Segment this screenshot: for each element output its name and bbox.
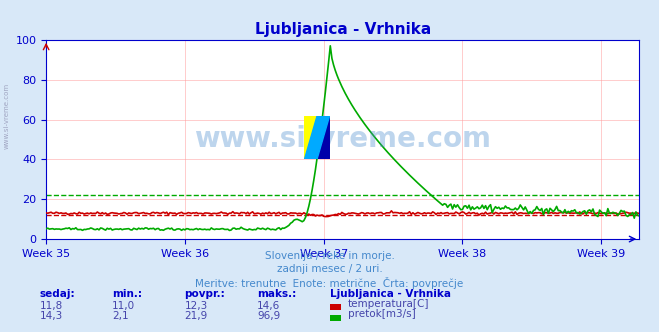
Title: Ljubljanica - Vrhnika: Ljubljanica - Vrhnika [254, 22, 431, 37]
Text: 2,1: 2,1 [112, 311, 129, 321]
Text: povpr.:: povpr.: [185, 289, 225, 299]
Text: temperatura[C]: temperatura[C] [348, 299, 430, 309]
Text: 11,8: 11,8 [40, 301, 63, 311]
Text: 21,9: 21,9 [185, 311, 208, 321]
Text: 14,3: 14,3 [40, 311, 63, 321]
Text: 96,9: 96,9 [257, 311, 280, 321]
Polygon shape [304, 116, 330, 159]
Bar [304, 116, 317, 159]
Text: Ljubljanica - Vrhnika: Ljubljanica - Vrhnika [330, 289, 451, 299]
Text: min.:: min.: [112, 289, 142, 299]
Text: 11,0: 11,0 [112, 301, 135, 311]
Bar [317, 116, 330, 159]
Text: www.si-vreme.com: www.si-vreme.com [194, 125, 491, 153]
Text: Slovenija / reke in morje.: Slovenija / reke in morje. [264, 251, 395, 261]
Text: 14,6: 14,6 [257, 301, 280, 311]
Text: maks.:: maks.: [257, 289, 297, 299]
Text: 12,3: 12,3 [185, 301, 208, 311]
Text: zadnji mesec / 2 uri.: zadnji mesec / 2 uri. [277, 264, 382, 274]
Text: pretok[m3/s]: pretok[m3/s] [348, 309, 416, 319]
Text: sedaj:: sedaj: [40, 289, 75, 299]
Text: www.si-vreme.com: www.si-vreme.com [3, 83, 9, 149]
Text: Meritve: trenutne  Enote: metrične  Črta: povprečje: Meritve: trenutne Enote: metrične Črta: … [195, 277, 464, 289]
